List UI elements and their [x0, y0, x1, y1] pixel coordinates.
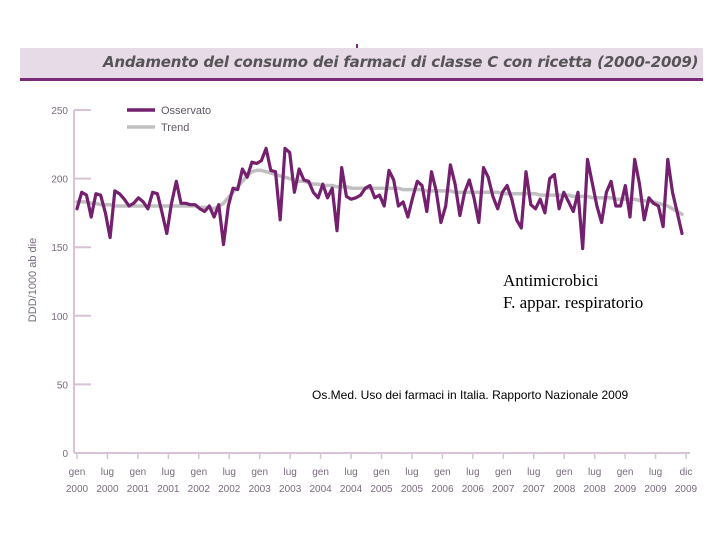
x-tick-year: 2005: [401, 484, 424, 495]
x-tick-month: gen: [312, 467, 329, 478]
x-tick-year: 2002: [218, 484, 241, 495]
x-tick-year: 2006: [462, 484, 485, 495]
y-tick-label: 100: [51, 312, 68, 323]
y-axis-label: DDD/1000 ab die: [27, 238, 39, 322]
x-axis: gen 2000 lug 2000 gen 2001 lug 2001 gen 2002 lug 20…: [66, 452, 698, 495]
x-tick-year: 2006: [431, 484, 454, 495]
annotation-antimicrobici: Antimicrobici: [503, 271, 599, 290]
series-line-trend: [75, 168, 684, 217]
y-tick-label: 250: [51, 106, 68, 117]
chart-title: Andamento del consumo dei farmaci di cla…: [103, 53, 699, 71]
x-tick-year: 2001: [157, 484, 180, 495]
x-tick-year: 2004: [340, 484, 363, 495]
y-axis: 250 200 150 100 50 0: [51, 106, 91, 460]
x-tick-year: 2009: [644, 484, 667, 495]
x-tick-month: lug: [405, 467, 418, 478]
y-tick-label: 200: [51, 175, 68, 186]
x-tick-month: gen: [617, 467, 634, 478]
x-tick-month: gen: [69, 467, 86, 478]
x-tick-month: gen: [373, 467, 390, 478]
legend-label-trend: Trend: [161, 122, 189, 134]
y-tick-label: 150: [51, 243, 68, 254]
legend-label-osservato: Osservato: [161, 105, 211, 117]
x-tick-month: dic: [680, 467, 693, 478]
series-layer: [75, 146, 684, 251]
x-tick-month: lug: [283, 467, 296, 478]
annotation-respiratorio: F. appar. respiratorio: [503, 293, 644, 312]
x-tick-year: 2002: [188, 484, 211, 495]
x-tick-year: 2001: [127, 484, 150, 495]
x-tick-month: lug: [588, 467, 601, 478]
x-tick-year: 2000: [96, 484, 119, 495]
x-tick-year: 2008: [584, 484, 607, 495]
x-tick-month: lug: [344, 467, 357, 478]
x-tick-year: 2004: [309, 484, 332, 495]
x-tick-year: 2003: [279, 484, 302, 495]
x-tick-month: gen: [190, 467, 207, 478]
x-tick-year: 2003: [249, 484, 272, 495]
x-tick-year: 2007: [492, 484, 515, 495]
x-tick-year: 2000: [66, 484, 89, 495]
x-tick-year: 2009: [675, 484, 698, 495]
x-tick-month: lug: [162, 467, 175, 478]
series-line-osservato: [75, 146, 684, 251]
x-tick-month: lug: [101, 467, 114, 478]
x-tick-month: lug: [466, 467, 479, 478]
x-tick-month: lug: [223, 467, 236, 478]
chart-title-bar: Andamento del consumo dei farmaci di cla…: [20, 44, 703, 81]
x-tick-month: gen: [434, 467, 451, 478]
y-tick-label: 0: [62, 449, 68, 460]
x-tick-month: gen: [251, 467, 268, 478]
x-tick-month: gen: [495, 467, 512, 478]
x-tick-month: lug: [649, 467, 662, 478]
x-tick-year: 2009: [614, 484, 637, 495]
x-tick-year: 2007: [523, 484, 546, 495]
x-tick-month: gen: [556, 467, 573, 478]
y-tick-label: 50: [57, 380, 69, 391]
title-bar-mark: [356, 44, 358, 48]
source-note: Os.Med. Uso dei farmaci in Italia. Rappo…: [312, 388, 629, 402]
x-tick-year: 2005: [370, 484, 393, 495]
legend: Osservato Trend: [127, 105, 211, 134]
x-tick-month: gen: [130, 467, 147, 478]
x-tick-year: 2008: [553, 484, 576, 495]
x-tick-month: lug: [527, 467, 540, 478]
